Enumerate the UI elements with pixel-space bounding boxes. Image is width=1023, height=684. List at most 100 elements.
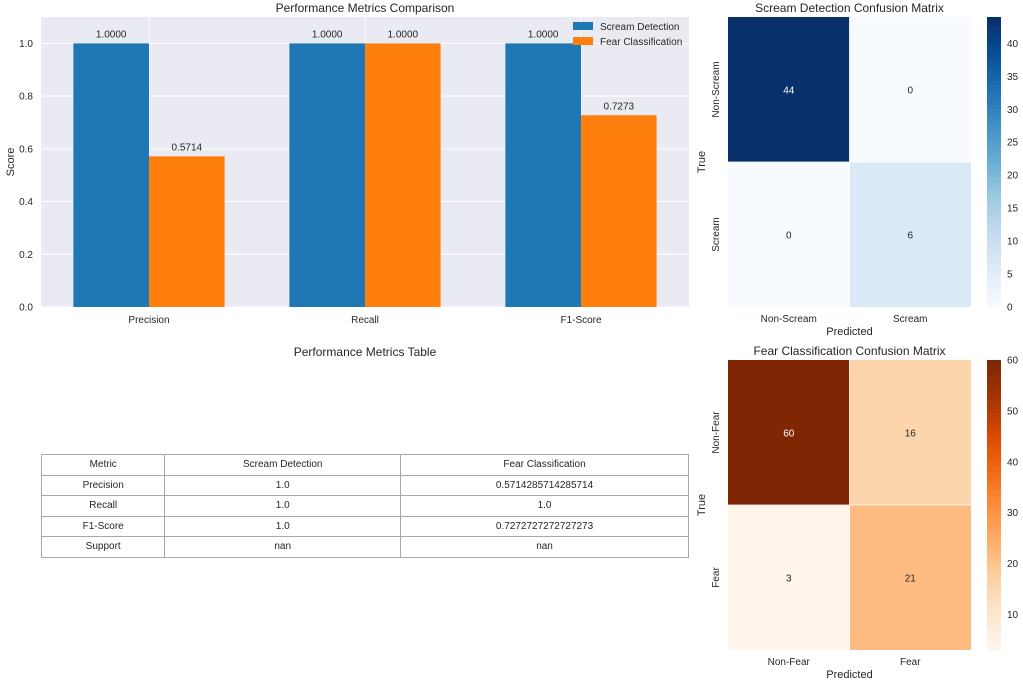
scream-cm-y-tick-label: Scream xyxy=(711,217,722,251)
bar-fear-classification-f1-score xyxy=(581,115,657,308)
scream-cm-cell-value: 0 xyxy=(907,86,913,97)
bar-value-label: 1.0000 xyxy=(96,29,127,40)
scream-cm-colorbar-segment xyxy=(987,70,1001,76)
fear-cm-cell xyxy=(849,360,971,505)
fear-cm-colorbar-segment xyxy=(987,413,1001,419)
bar-value-label: 0.5714 xyxy=(172,142,203,153)
bar-scream-detection-precision xyxy=(73,43,149,307)
fear-cm-colorbar-segment xyxy=(987,616,1001,622)
fear-cm-colorbar-segment xyxy=(987,490,1001,496)
scream-cm-colorbar-segment xyxy=(987,137,1001,144)
y-tick-label: 0.4 xyxy=(19,197,33,208)
column-header: Scream Detection xyxy=(164,454,402,476)
scream-cm-colorbar-segment xyxy=(987,55,1001,62)
scream-cm-colorbar-segment xyxy=(987,253,1001,260)
table-cell: F1-Score xyxy=(40,515,166,537)
y-tick-label: 0.8 xyxy=(19,92,33,103)
scream-cm-colorbar-segment xyxy=(987,142,1001,149)
scream-cm-colorbar-segment xyxy=(987,195,1001,202)
scream-cm-colorbar-tick-label: 15 xyxy=(1007,204,1019,215)
scream-cm-colorbar-segment xyxy=(987,186,1001,192)
bar-fear-classification-recall xyxy=(365,43,441,307)
fear-cm-colorbar-segment xyxy=(987,456,1001,463)
scream-cm-colorbar-segment xyxy=(987,287,1001,294)
fear-cm-colorbar-segment xyxy=(987,538,1001,545)
legend-label: Scream Detection xyxy=(600,22,679,33)
fear-cm-colorbar-tick-label: 50 xyxy=(1007,406,1019,417)
fear-cm-colorbar-tick-label: 20 xyxy=(1007,559,1019,570)
fear-cm-colorbar-tick-label: 30 xyxy=(1007,508,1019,519)
table-row: Precision 1.0 0.5714285714285714 xyxy=(40,474,689,496)
fear-cm-cell-value: 21 xyxy=(905,574,917,585)
scream-cm-colorbar-segment xyxy=(987,123,1001,129)
scream-cm-colorbar-segment xyxy=(987,152,1001,158)
table-row: Recall 1.0 1.0 xyxy=(40,495,689,517)
fear-cm-colorbar-segment xyxy=(987,505,1001,511)
fear-cm-colorbar-segment xyxy=(987,625,1001,632)
scream-cm-colorbar-tick-label: 5 xyxy=(1007,270,1013,281)
scream-cm-cell-value: 6 xyxy=(907,231,913,242)
scream-cm-title: Scream Detection Confusion Matrix xyxy=(755,1,944,15)
scream-cm-colorbar-segment xyxy=(987,21,1001,28)
scream-cm-colorbar-segment xyxy=(987,268,1001,274)
fear-cm-colorbar-segment xyxy=(987,596,1001,603)
table-cell: nan xyxy=(400,536,689,558)
bar-value-label: 1.0000 xyxy=(388,29,419,40)
fear-confusion-matrix: Fear Classification Confusion Matrix 60 16… xyxy=(696,344,1019,681)
fear-cm-colorbar-segment xyxy=(987,495,1001,501)
scream-cm-colorbar-segment xyxy=(987,157,1001,163)
fear-cm-colorbar-segment xyxy=(987,422,1001,429)
scream-cm-colorbar-segment xyxy=(987,297,1001,303)
scream-cm-colorbar-tick-label: 25 xyxy=(1007,138,1019,149)
fear-cm-colorbar-segment xyxy=(987,437,1001,443)
scream-cm-colorbar-segment xyxy=(987,79,1001,86)
scream-cm-colorbar-segment xyxy=(987,60,1001,66)
fear-cm-colorbar-segment xyxy=(987,563,1001,569)
legend-label: Fear Classification xyxy=(600,37,682,48)
bar-scream-detection-recall xyxy=(289,43,365,307)
y-tick-label: 0.2 xyxy=(19,250,33,261)
bar-value-label: 1.0000 xyxy=(528,29,559,40)
fear-cm-colorbar-segment xyxy=(987,606,1001,612)
fear-cm-colorbar-segment xyxy=(987,418,1001,424)
fear-cm-colorbar-segment xyxy=(987,582,1001,588)
scream-cm-colorbar: 0 5 10 15 20 25 30 35 40 xyxy=(987,17,1019,314)
fear-cm-colorbar-segment xyxy=(987,548,1001,554)
y-tick-label: 0.6 xyxy=(19,144,33,155)
scream-cm-colorbar-segment xyxy=(987,84,1001,91)
scream-cm-colorbar-tick-label: 20 xyxy=(1007,171,1019,182)
scream-cm-colorbar-segment xyxy=(987,244,1001,250)
scream-cm-colorbar-segment xyxy=(987,17,1001,23)
scream-cm-colorbar-segment xyxy=(987,46,1001,52)
fear-cm-cell xyxy=(728,505,850,650)
scream-cm-colorbar-segment xyxy=(987,176,1001,182)
scream-cm-cell xyxy=(728,17,850,162)
fear-cm-title: Fear Classification Confusion Matrix xyxy=(753,344,945,358)
fear-cm-colorbar-segment xyxy=(987,374,1001,380)
fear-cm-colorbar-segment xyxy=(987,519,1001,525)
scream-cm-colorbar-segment xyxy=(987,36,1001,42)
scream-cm-colorbar-segment xyxy=(987,118,1001,124)
scream-cm-colorbar-segment xyxy=(987,65,1001,71)
fear-cm-x-axis-label: Predicted xyxy=(826,669,872,681)
fear-cm-colorbar-segment xyxy=(987,500,1001,506)
table-cell: 0.7272727272727273 xyxy=(400,515,689,537)
bar-legend: Scream Detection Fear Classification xyxy=(573,22,682,48)
scream-cm-colorbar-segment xyxy=(987,302,1001,308)
fear-cm-colorbar-segment xyxy=(987,466,1001,472)
scream-cm-colorbar-segment xyxy=(987,89,1001,95)
scream-cm-colorbar-segment xyxy=(987,224,1001,231)
scream-cm-cell xyxy=(849,162,971,307)
fear-cm-colorbar-tick-label: 60 xyxy=(1007,356,1019,367)
scream-cm-colorbar-segment xyxy=(987,113,1001,120)
bar-value-labels: 1.0000 1.0000 1.0000 0.5714 1.0000 0.7273 xyxy=(96,29,635,153)
fear-cm-colorbar-segment xyxy=(987,524,1001,530)
bar-value-label: 0.7273 xyxy=(604,101,635,112)
fear-cm-y-axis-label: True xyxy=(696,494,708,516)
scream-cm-colorbar-segment xyxy=(987,171,1001,178)
fear-cm-colorbar-segment xyxy=(987,461,1001,467)
fear-cm-colorbar-segment xyxy=(987,543,1001,550)
fear-cm-colorbar-segment xyxy=(987,529,1001,535)
fear-cm-colorbar-segment xyxy=(987,480,1001,487)
fear-cm-colorbar-segment xyxy=(987,635,1001,641)
